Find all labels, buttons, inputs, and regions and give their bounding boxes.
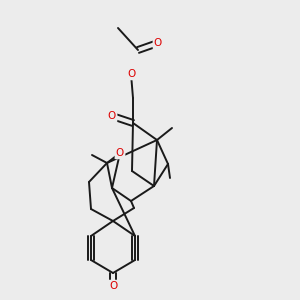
Text: O: O: [109, 281, 117, 291]
Text: O: O: [116, 148, 124, 158]
Text: O: O: [108, 111, 116, 121]
Text: O: O: [154, 38, 162, 48]
Text: O: O: [127, 69, 135, 79]
